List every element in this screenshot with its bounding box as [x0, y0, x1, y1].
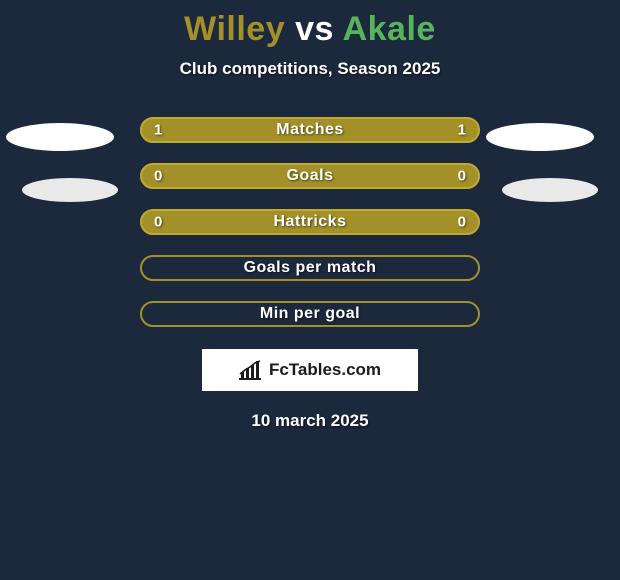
stat-row: 0 Hattricks 0: [140, 209, 480, 235]
brand-text: FcTables.com: [269, 360, 381, 380]
stat-value-right: 0: [458, 168, 466, 185]
stat-row: Min per goal: [140, 301, 480, 327]
comparison-title: Willey vs Akale: [0, 0, 620, 49]
footer-date: 10 march 2025: [0, 411, 620, 431]
stat-value-left: 1: [154, 122, 162, 139]
subtitle-text: Club competitions, Season 2025: [0, 59, 620, 79]
decorative-ellipse: [6, 123, 114, 151]
player2-name: Akale: [343, 10, 436, 48]
source-badge: FcTables.com: [202, 349, 418, 391]
chart-icon: [239, 360, 261, 380]
stat-row: Goals per match: [140, 255, 480, 281]
decorative-ellipse: [22, 178, 118, 202]
vs-text: vs: [295, 10, 334, 48]
player1-name: Willey: [184, 10, 285, 48]
decorative-ellipse: [486, 123, 594, 151]
stat-label: Hattricks: [274, 213, 347, 231]
stat-value-left: 0: [154, 214, 162, 231]
decorative-ellipse: [502, 178, 598, 202]
stat-label: Goals per match: [244, 259, 377, 277]
stat-label: Goals: [287, 167, 334, 185]
stat-label: Matches: [276, 121, 344, 139]
stat-value-right: 1: [458, 122, 466, 139]
stat-value-left: 0: [154, 168, 162, 185]
stat-row: 1 Matches 1: [140, 117, 480, 143]
stat-value-right: 0: [458, 214, 466, 231]
stat-label: Min per goal: [260, 305, 360, 323]
stat-row: 0 Goals 0: [140, 163, 480, 189]
